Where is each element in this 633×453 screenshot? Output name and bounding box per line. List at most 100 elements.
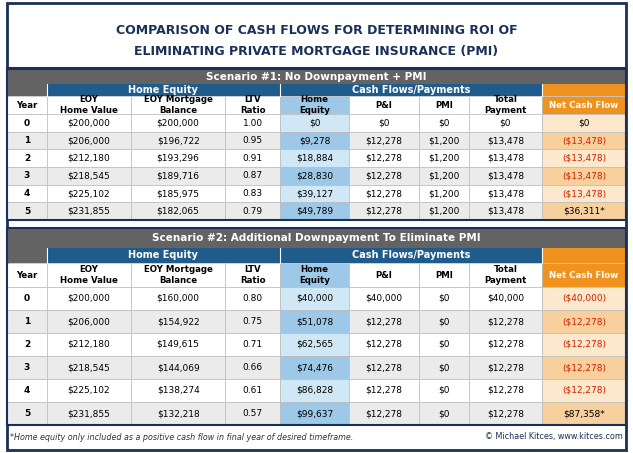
Bar [542, 114, 626, 132]
Bar [225, 379, 280, 402]
Bar [280, 185, 349, 202]
Text: $200,000: $200,000 [68, 119, 110, 128]
Bar [280, 202, 349, 220]
Bar [7, 310, 47, 333]
Text: $200,000: $200,000 [157, 119, 199, 128]
Text: $40,000: $40,000 [296, 294, 333, 303]
Text: 5: 5 [24, 207, 30, 216]
Text: $225,102: $225,102 [68, 189, 110, 198]
Text: © Michael Kitces, www.kitces.com: © Michael Kitces, www.kitces.com [485, 433, 623, 442]
Bar [131, 167, 225, 185]
Bar [542, 149, 626, 167]
Text: $18,884: $18,884 [296, 154, 333, 163]
Text: $0: $0 [379, 119, 390, 128]
Bar [542, 84, 626, 96]
Text: Total
Payment: Total Payment [484, 265, 527, 284]
Bar [47, 202, 131, 220]
Text: $154,922: $154,922 [157, 317, 199, 326]
Bar [7, 402, 47, 425]
Text: $62,565: $62,565 [296, 340, 333, 349]
Bar [131, 149, 225, 167]
Bar [542, 202, 626, 220]
Bar [280, 402, 349, 425]
Text: EOY Mortgage
Balance: EOY Mortgage Balance [144, 265, 213, 284]
Bar [469, 167, 542, 185]
Text: 0: 0 [24, 294, 30, 303]
Bar [47, 333, 131, 356]
Bar [349, 310, 418, 333]
Bar [131, 202, 225, 220]
Bar [131, 402, 225, 425]
Bar [418, 356, 469, 379]
Bar [469, 202, 542, 220]
Text: 0.61: 0.61 [242, 386, 263, 395]
Text: $12,278: $12,278 [487, 340, 524, 349]
Bar [418, 379, 469, 402]
Bar [349, 263, 418, 287]
Text: $138,274: $138,274 [157, 386, 199, 395]
Text: $39,127: $39,127 [296, 189, 333, 198]
Text: ($13,478): ($13,478) [562, 189, 606, 198]
Bar [280, 132, 349, 149]
Text: LTV
Ratio: LTV Ratio [240, 95, 265, 115]
Text: $12,278: $12,278 [487, 409, 524, 418]
Bar [7, 114, 47, 132]
Text: $40,000: $40,000 [365, 294, 403, 303]
Text: 3: 3 [24, 363, 30, 372]
Text: Scenario #1: No Downpayment + PMI: Scenario #1: No Downpayment + PMI [206, 72, 427, 82]
Text: EOY
Home Value: EOY Home Value [60, 265, 118, 284]
Text: $206,000: $206,000 [68, 136, 110, 145]
Text: 3: 3 [24, 171, 30, 180]
Text: 0.87: 0.87 [242, 171, 263, 180]
Bar [225, 132, 280, 149]
Text: $12,278: $12,278 [365, 154, 403, 163]
Text: $86,828: $86,828 [296, 386, 333, 395]
Bar [225, 263, 280, 287]
Text: $13,478: $13,478 [487, 171, 524, 180]
Text: $74,476: $74,476 [296, 363, 333, 372]
Bar [542, 356, 626, 379]
Bar [469, 132, 542, 149]
Text: 0.75: 0.75 [242, 317, 263, 326]
Bar [225, 402, 280, 425]
Bar [47, 310, 131, 333]
Text: $185,975: $185,975 [156, 189, 199, 198]
Text: $12,278: $12,278 [365, 189, 403, 198]
Text: $212,180: $212,180 [68, 340, 110, 349]
Bar [469, 96, 542, 114]
Text: $193,296: $193,296 [157, 154, 199, 163]
Bar [47, 149, 131, 167]
Text: $40,000: $40,000 [487, 294, 524, 303]
Text: $218,545: $218,545 [68, 171, 110, 180]
Bar [542, 185, 626, 202]
Text: $144,069: $144,069 [157, 363, 199, 372]
Text: $1,200: $1,200 [428, 189, 460, 198]
Bar [469, 114, 542, 132]
Bar [280, 167, 349, 185]
Text: Cash Flows/Payments: Cash Flows/Payments [352, 251, 470, 260]
Bar [47, 248, 280, 263]
Bar [131, 96, 225, 114]
Bar [469, 263, 542, 287]
Text: 0.95: 0.95 [242, 136, 263, 145]
Bar [225, 333, 280, 356]
Bar [7, 185, 47, 202]
Bar [47, 356, 131, 379]
Text: ($12,278): ($12,278) [562, 363, 606, 372]
Text: 0.83: 0.83 [242, 189, 263, 198]
Bar [542, 402, 626, 425]
Bar [280, 248, 542, 263]
Text: $231,855: $231,855 [68, 409, 110, 418]
Bar [349, 402, 418, 425]
Text: 2: 2 [24, 154, 30, 163]
Text: $13,478: $13,478 [487, 154, 524, 163]
Text: $1,200: $1,200 [428, 154, 460, 163]
Text: 5: 5 [24, 409, 30, 418]
Bar [47, 84, 280, 96]
Bar [418, 333, 469, 356]
Bar [7, 69, 626, 220]
Bar [280, 310, 349, 333]
Bar [542, 310, 626, 333]
Bar [349, 149, 418, 167]
Bar [349, 287, 418, 310]
